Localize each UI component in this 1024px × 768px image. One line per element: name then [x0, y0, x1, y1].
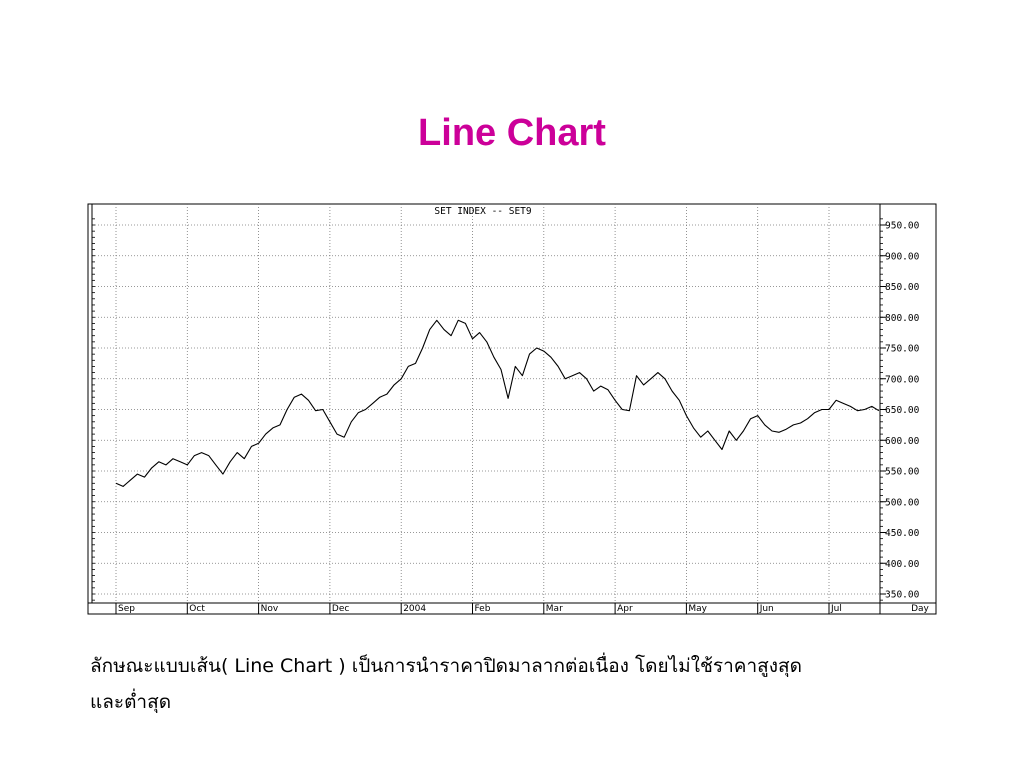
ytick-label-450: 450.00 — [885, 528, 920, 539]
xtick-label-Nov: Nov — [261, 604, 279, 614]
xtick-label-Jun: Jun — [759, 604, 774, 614]
ytick-label-700: 700.00 — [885, 374, 920, 385]
ytick-label-950: 950.00 — [885, 221, 920, 232]
y-axis-minor-ticks — [92, 218, 883, 601]
xtick-label-Oct: Oct — [189, 604, 205, 614]
x-axis-tick-labels: Sep Oct Nov Dec 2004 Feb Mar Apr May Jun Jul — [118, 604, 842, 614]
xtick-label-Jul: Jul — [830, 604, 842, 614]
caption-line-1: ลักษณะแบบเส้น( Line Chart ) เป็นการนำราค… — [90, 655, 802, 677]
xtick-label-Dec: Dec — [332, 604, 349, 614]
ytick-label-800: 800.00 — [885, 313, 920, 324]
slide-title: Line Chart — [418, 112, 606, 154]
xtick-label-Apr: Apr — [617, 604, 633, 614]
ytick-label-550: 550.00 — [885, 467, 920, 478]
ytick-label-850: 850.00 — [885, 282, 920, 293]
ytick-label-650: 650.00 — [885, 405, 920, 416]
price-series — [115, 319, 880, 487]
xtick-label-Mar: Mar — [546, 604, 563, 614]
ytick-label-600: 600.00 — [885, 436, 920, 447]
vertical-gridlines — [115, 204, 830, 614]
xtick-label-Sep: Sep — [118, 604, 135, 614]
xtick-label-Feb: Feb — [475, 604, 491, 614]
caption-line-2: และต่ำสุด — [90, 691, 172, 713]
chart-frame — [87, 203, 937, 615]
xtick-label-May: May — [688, 604, 707, 614]
ytick-label-750: 750.00 — [885, 344, 920, 355]
ytick-label-400: 400.00 — [885, 559, 920, 570]
ytick-label-350: 350.00 — [885, 590, 920, 601]
chart-border — [87, 203, 937, 615]
ytick-label-500: 500.00 — [885, 497, 920, 508]
y-axis-tick-labels: 350.00 400.00 450.00 500.00 550.00 600.00 650.… — [885, 221, 920, 601]
xtick-label-2004: 2004 — [403, 604, 426, 614]
series-line-0 — [115, 319, 880, 487]
chart-caption: ลักษณะแบบเส้น( Line Chart ) เป็นการนำราค… — [90, 648, 950, 720]
ytick-label-900: 900.00 — [885, 251, 920, 262]
x-axis-label: Day — [911, 604, 929, 614]
chart-title: SET INDEX -- SET9 — [434, 206, 532, 217]
